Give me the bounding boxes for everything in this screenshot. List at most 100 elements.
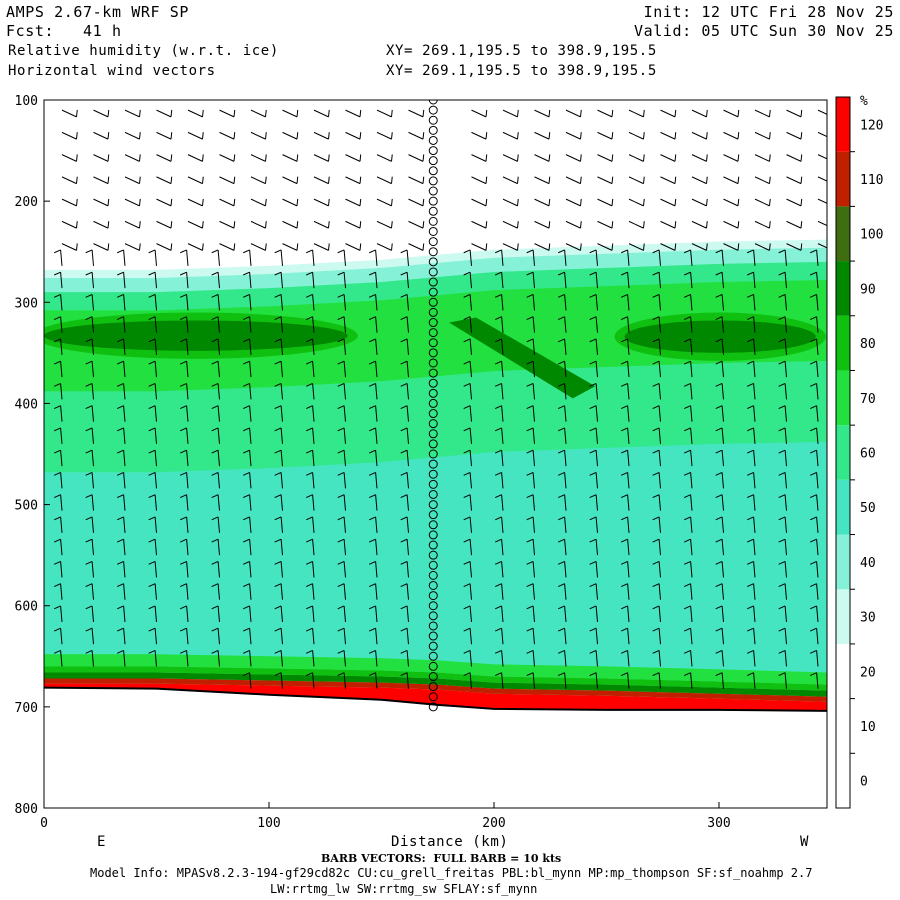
- wind-barb-flag: [652, 382, 660, 387]
- wind-barb-flag: [558, 405, 565, 409]
- wind-barb-flag: [306, 605, 313, 610]
- wind-barb-flag: [369, 560, 376, 565]
- wind-barb-flag: [117, 249, 124, 254]
- wind-barb-flag: [233, 109, 236, 117]
- wind-barb-flag: [558, 560, 565, 565]
- wind-barb: [249, 272, 252, 289]
- wind-barb: [816, 583, 819, 600]
- wind-barb-flag: [400, 360, 408, 365]
- wind-barb-flag: [337, 560, 345, 565]
- wind-barb-flag: [652, 516, 660, 521]
- wind-barb-flag: [211, 249, 219, 254]
- wind-barb: [627, 383, 630, 400]
- wind-barb: [186, 361, 189, 378]
- wind-barb-flag: [391, 132, 393, 140]
- wind-barb: [282, 243, 298, 251]
- wind-barb: [502, 220, 518, 229]
- wind-barb: [343, 294, 346, 311]
- cross-section-endpoints-1: XY= 269.1,195.5 to 398.9,195.5: [386, 43, 657, 59]
- wind-barb: [60, 294, 63, 311]
- colorbar-swatch: [836, 261, 850, 316]
- wind-barb-flag: [54, 627, 61, 632]
- wind-barb-flag: [589, 560, 597, 565]
- wind-barb-flag: [180, 650, 187, 654]
- wind-barb-flag: [170, 132, 173, 140]
- wind-barb: [690, 539, 693, 556]
- wind-barb: [93, 220, 109, 229]
- wind-barb-flag: [296, 221, 299, 229]
- wind-barb-flag: [652, 293, 660, 298]
- wind-barb: [723, 220, 739, 229]
- wind-barb-flag: [778, 427, 786, 432]
- wind-barb-flag: [495, 249, 502, 254]
- calm-wind-circle: [428, 570, 438, 580]
- wind-barb: [60, 539, 63, 556]
- wind-barb: [690, 427, 693, 444]
- wind-barb: [91, 316, 94, 333]
- calm-wind-circle: [428, 297, 438, 307]
- wind-barb: [502, 243, 518, 251]
- wind-barb: [406, 561, 409, 578]
- wind-barb: [501, 539, 504, 556]
- colorbar-label: 10: [860, 720, 876, 735]
- wind-barb: [60, 338, 63, 355]
- wind-barb: [532, 672, 535, 689]
- wind-barb: [597, 198, 613, 207]
- rh-band: [44, 672, 827, 697]
- wind-barbs: [54, 100, 834, 712]
- wind-barb: [343, 583, 346, 600]
- wind-barb: [280, 361, 283, 378]
- wind-barb: [249, 405, 252, 422]
- wind-barb-flag: [148, 316, 156, 320]
- wind-barb: [627, 427, 630, 444]
- wind-barb: [816, 249, 819, 266]
- wind-barb: [250, 243, 266, 251]
- x-tick-label: 0: [40, 816, 48, 831]
- wind-barb: [406, 539, 409, 556]
- wind-barb-flag: [558, 449, 565, 454]
- wind-barb-flag: [558, 627, 565, 632]
- wind-barb: [723, 109, 739, 118]
- calm-wind-circle: [428, 611, 438, 621]
- colorbar-swatch: [836, 753, 850, 808]
- wind-barb: [501, 628, 504, 645]
- wind-barb: [408, 198, 424, 207]
- wind-barb: [721, 650, 724, 667]
- wind-barb: [595, 249, 598, 266]
- wind-barb: [124, 109, 140, 118]
- wind-barb-flag: [485, 198, 488, 206]
- wind-barb: [595, 272, 598, 289]
- wind-barb-flag: [526, 405, 534, 409]
- y-tick-label: 500: [15, 499, 38, 514]
- wind-barb: [343, 272, 346, 289]
- wind-barb: [91, 561, 94, 578]
- wind-barb-flag: [296, 176, 299, 184]
- wind-barb-flag: [170, 109, 173, 117]
- wind-barb: [532, 472, 535, 489]
- wind-barb-flag: [180, 360, 187, 365]
- wind-barb: [502, 109, 518, 118]
- wind-barb: [501, 516, 504, 533]
- wind-barb-flag: [715, 271, 723, 276]
- wind-barb-flag: [833, 132, 834, 139]
- wind-barb: [660, 109, 676, 118]
- wind-barb-flag: [202, 109, 204, 117]
- wind-barb: [156, 243, 172, 251]
- wind-barb-flag: [85, 650, 93, 654]
- wind-barb-flag: [495, 538, 502, 543]
- terrain-line: [44, 686, 827, 712]
- wind-barb: [345, 176, 361, 185]
- wind-barb-flag: [296, 198, 299, 206]
- wind-barb-flag: [589, 538, 597, 543]
- wind-barb: [406, 316, 409, 333]
- wind-barb-flag: [652, 471, 660, 476]
- wind-barb: [345, 198, 361, 207]
- wind-barb: [565, 176, 581, 185]
- wind-barb: [60, 272, 63, 289]
- wind-barb: [60, 249, 63, 266]
- wind-barb-flag: [674, 109, 677, 117]
- wind-barb: [375, 472, 378, 489]
- wind-barb: [816, 539, 819, 556]
- wind-barb-flag: [107, 132, 110, 140]
- wind-barb: [753, 650, 756, 667]
